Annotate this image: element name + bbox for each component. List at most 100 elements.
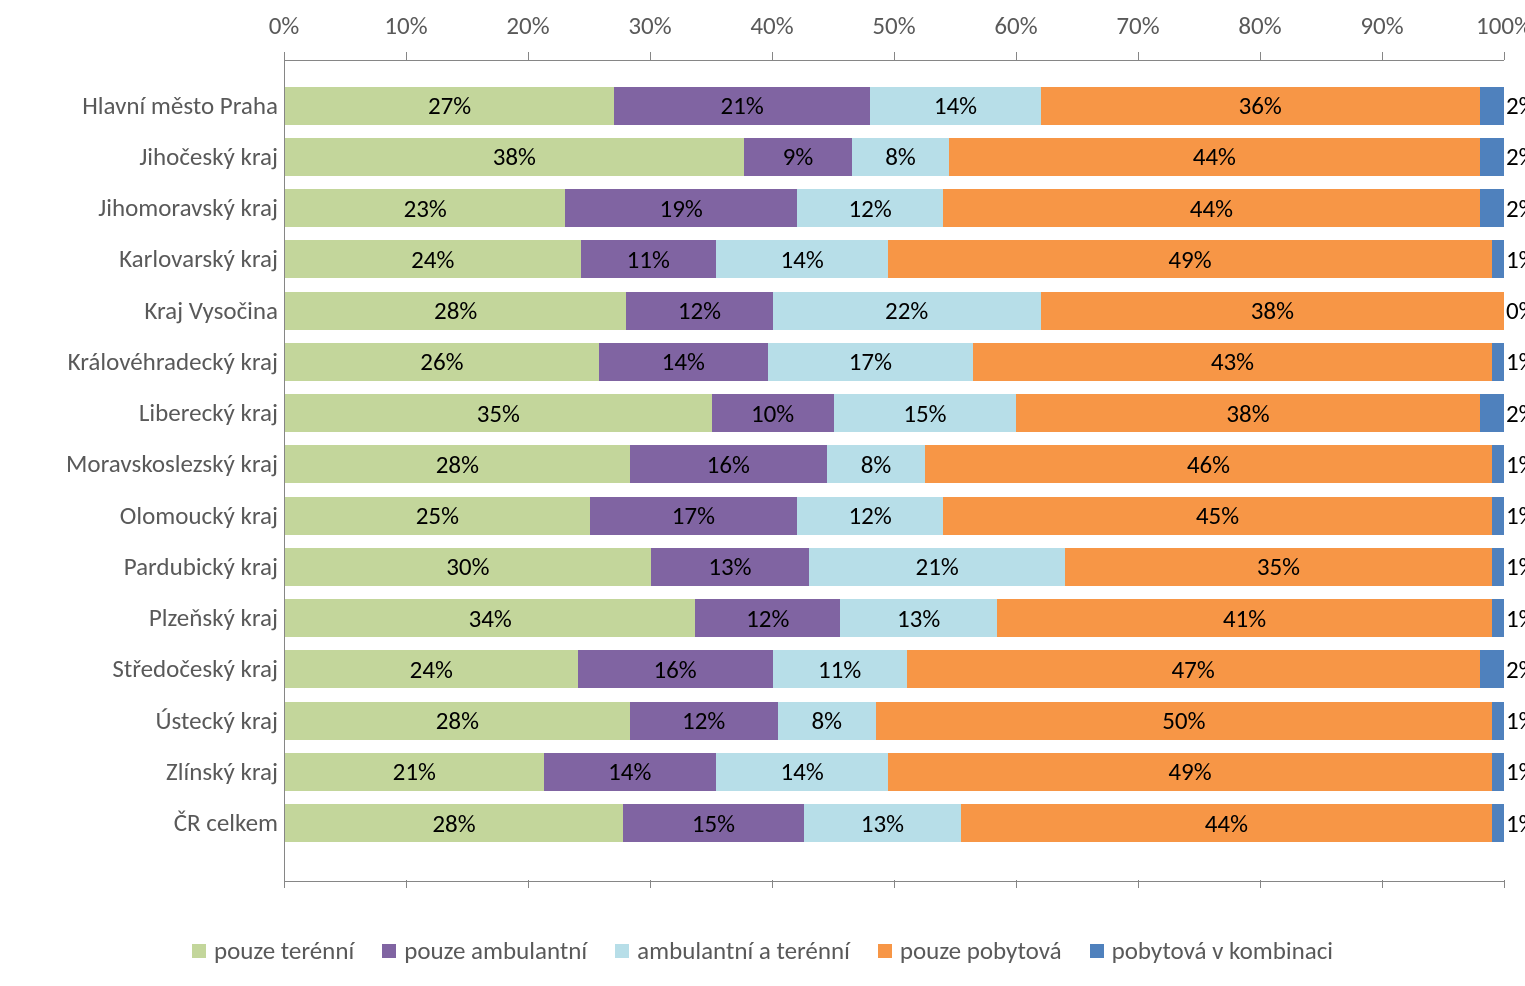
bar-row: 28%16%8%46%1% <box>285 445 1504 483</box>
legend-label: pouze ambulantní <box>404 935 587 966</box>
bar-segment-label: 22% <box>885 295 928 326</box>
bar-segment-pouze_terenni: 28% <box>285 292 626 330</box>
bar-segment-label: 27% <box>428 90 471 121</box>
x-tick-mark <box>1504 880 1505 888</box>
bar-segment-label: 44% <box>1193 141 1236 172</box>
bar-segment-pouze_terenni: 26% <box>285 343 599 381</box>
y-axis-label: Jihočeský kraj <box>4 141 278 172</box>
bar-segment-label: 1% <box>1506 808 1525 839</box>
legend-swatch <box>1090 944 1104 958</box>
bar-segment-label: 19% <box>660 193 703 224</box>
bar-segment-pobytova_v_kombinaci: 2% <box>1480 138 1504 176</box>
legend-swatch <box>382 944 396 958</box>
bar-segment-pouze_terenni: 21% <box>285 753 544 791</box>
bar-segment-pouze_pobytova: 46% <box>925 445 1491 483</box>
bar-segment-label: 14% <box>662 346 705 377</box>
bar-segment-label: 2% <box>1506 654 1525 685</box>
y-axis-label: Hlavní město Praha <box>4 90 278 121</box>
bar-segment-label: 9% <box>783 141 814 172</box>
bar-segment-label: 2% <box>1506 398 1525 429</box>
bar-segment-label: 28% <box>436 705 479 736</box>
bar-row: 28%12%22%38%0% <box>285 292 1504 330</box>
bar-segment-label: 21% <box>916 551 959 582</box>
bar-segment-label: 2% <box>1506 90 1525 121</box>
plot-area: 0%10%20%30%40%50%60%70%80%90%100% 27%21%… <box>284 10 1504 892</box>
bar-segment-pouze_pobytova: 36% <box>1041 87 1480 125</box>
bar-row: 25%17%12%45%1% <box>285 497 1504 535</box>
bar-segment-label: 41% <box>1223 603 1266 634</box>
legend-swatch <box>192 944 206 958</box>
bar-segment-pouze_pobytova: 49% <box>888 240 1491 278</box>
bar-segment-pobytova_v_kombinaci: 1% <box>1492 702 1504 740</box>
bar-segment-pobytova_v_kombinaci: 2% <box>1480 394 1504 432</box>
bar-segment-pouze_pobytova: 43% <box>973 343 1492 381</box>
x-tick-mark <box>650 52 651 60</box>
bar-segment-label: 12% <box>848 193 891 224</box>
bar-segment-ambulantni_a_terenni: 12% <box>797 497 943 535</box>
bar-segment-label: 1% <box>1506 449 1525 480</box>
bar-segment-label: 38% <box>1226 398 1269 429</box>
bar-segment-label: 8% <box>885 141 916 172</box>
bar-segment-label: 1% <box>1506 603 1525 634</box>
bar-segment-pouze_ambulantni: 12% <box>695 599 840 637</box>
bar-segment-ambulantni_a_terenni: 8% <box>778 702 877 740</box>
bar-segment-pouze_pobytova: 49% <box>888 753 1491 791</box>
x-tick-label: 90% <box>1360 10 1403 41</box>
bar-segment-pouze_ambulantni: 17% <box>590 497 797 535</box>
legend-swatch <box>615 944 629 958</box>
bar-segment-ambulantni_a_terenni: 14% <box>716 240 888 278</box>
bar-segment-pouze_terenni: 27% <box>285 87 614 125</box>
bar-segment-label: 21% <box>393 756 436 787</box>
x-tick-label: 50% <box>872 10 915 41</box>
bar-segment-label: 14% <box>934 90 977 121</box>
bar-segment-ambulantni_a_terenni: 8% <box>827 445 926 483</box>
bar-segment-label: 14% <box>608 756 651 787</box>
bar-segment-label: 12% <box>682 705 725 736</box>
x-tick-mark <box>1138 880 1139 888</box>
bar-segment-label: 1% <box>1506 500 1525 531</box>
x-tick-mark <box>406 52 407 60</box>
bar-segment-label: 35% <box>1257 551 1300 582</box>
bar-segment-pobytova_v_kombinaci: 1% <box>1492 343 1504 381</box>
bar-segment-ambulantni_a_terenni: 8% <box>852 138 949 176</box>
bar-row: 23%19%12%44%2% <box>285 189 1504 227</box>
bar-segment-label: 24% <box>411 244 454 275</box>
y-axis-label: Liberecký kraj <box>4 397 278 428</box>
y-axis-label: Plzeňský kraj <box>4 602 278 633</box>
bar-segment-label: 17% <box>672 500 715 531</box>
bar-row: 21%14%14%49%1% <box>285 753 1504 791</box>
bar-segment-pobytova_v_kombinaci: 2% <box>1480 189 1504 227</box>
bar-segment-label: 50% <box>1162 705 1205 736</box>
x-tick-label: 40% <box>750 10 793 41</box>
bar-segment-pobytova_v_kombinaci: 2% <box>1480 650 1504 688</box>
bar-segment-label: 11% <box>627 244 670 275</box>
x-tick-label: 0% <box>269 10 300 41</box>
bar-segment-label: 44% <box>1190 193 1233 224</box>
bar-row: 28%15%13%44%1% <box>285 804 1504 842</box>
bar-segment-label: 38% <box>1251 295 1294 326</box>
bar-segment-label: 2% <box>1506 193 1525 224</box>
x-tick-mark <box>650 880 651 888</box>
x-tick-mark <box>894 52 895 60</box>
bar-segment-pouze_pobytova: 44% <box>949 138 1480 176</box>
stacked-bar-chart: 0%10%20%30%40%50%60%70%80%90%100% 27%21%… <box>0 0 1525 986</box>
bar-segment-ambulantni_a_terenni: 11% <box>773 650 907 688</box>
y-axis-label: Ústecký kraj <box>4 705 278 736</box>
bar-segment-label: 16% <box>707 449 750 480</box>
bar-segment-pouze_ambulantni: 13% <box>651 548 809 586</box>
x-tick-label: 70% <box>1116 10 1159 41</box>
bar-segment-pouze_terenni: 28% <box>285 804 623 842</box>
bar-segment-ambulantni_a_terenni: 15% <box>834 394 1017 432</box>
x-tick-mark <box>528 52 529 60</box>
x-tick-mark <box>1382 52 1383 60</box>
bar-segment-label: 0% <box>1506 295 1525 326</box>
bar-segment-pouze_ambulantni: 12% <box>630 702 778 740</box>
y-axis-labels: Hlavní město Praha Jihočeský kraj Jihomora… <box>0 60 278 880</box>
y-axis-label: Jihomoravský kraj <box>4 192 278 223</box>
bar-segment-label: 1% <box>1506 244 1525 275</box>
bar-segment-pobytova_v_kombinaci: 1% <box>1492 804 1504 842</box>
bar-segment-ambulantni_a_terenni: 14% <box>870 87 1041 125</box>
bar-segment-ambulantni_a_terenni: 14% <box>716 753 888 791</box>
legend-label: pobytová v kombinaci <box>1112 935 1333 966</box>
bar-segment-label: 1% <box>1506 551 1525 582</box>
